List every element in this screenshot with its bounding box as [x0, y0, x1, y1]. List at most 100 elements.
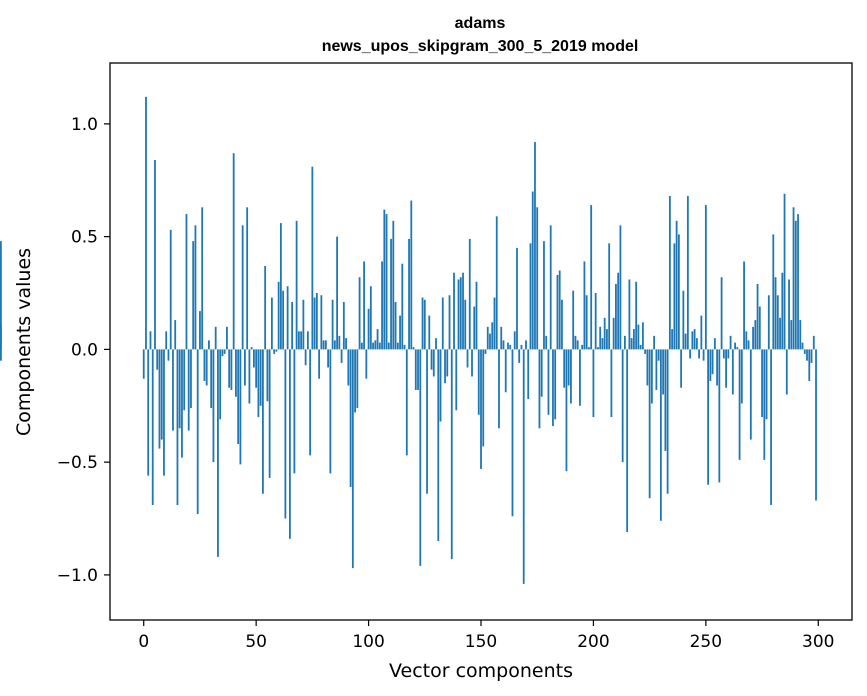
bar	[448, 295, 451, 350]
bar	[491, 322, 494, 350]
bar	[752, 326, 754, 350]
y-tick-label: 0.5	[71, 228, 98, 248]
bar	[738, 349, 741, 460]
bar	[511, 349, 514, 517]
bar	[776, 295, 779, 350]
bar	[203, 349, 206, 381]
bar	[387, 342, 390, 350]
bar	[547, 349, 550, 415]
bar	[311, 166, 314, 350]
bar	[664, 349, 667, 451]
bar	[154, 159, 156, 350]
bar	[345, 338, 347, 350]
bar	[199, 311, 201, 350]
bar	[498, 349, 500, 429]
bar	[637, 324, 640, 350]
bar	[552, 349, 554, 427]
bar	[446, 349, 449, 377]
bar	[244, 349, 246, 386]
bar	[585, 295, 588, 350]
bar	[351, 349, 354, 569]
bar	[781, 272, 784, 350]
bar	[165, 331, 168, 350]
bar	[441, 297, 444, 350]
bar	[583, 261, 586, 350]
bar	[610, 349, 613, 418]
bar	[419, 349, 422, 566]
bar	[340, 349, 343, 363]
bar	[597, 347, 599, 350]
bar	[612, 317, 615, 350]
bar	[187, 349, 190, 431]
bar	[543, 241, 545, 350]
bar	[518, 349, 521, 363]
bar	[268, 349, 271, 478]
bar	[266, 349, 269, 402]
bar	[0, 241, 2, 350]
bar	[720, 277, 723, 350]
bar	[219, 349, 222, 420]
bar	[558, 270, 561, 350]
bar	[264, 265, 267, 350]
bar	[619, 225, 622, 350]
bar	[695, 338, 698, 350]
bar	[163, 349, 165, 476]
bar	[489, 333, 491, 350]
bar	[806, 349, 808, 361]
bar	[682, 290, 685, 350]
bar	[169, 229, 172, 350]
chart-title: adams	[455, 15, 506, 32]
bar	[174, 320, 177, 350]
bar	[650, 349, 653, 404]
bar	[684, 333, 687, 350]
bar	[0, 324, 2, 350]
bar	[561, 299, 563, 350]
bar	[181, 349, 183, 458]
bar	[779, 317, 781, 350]
bar	[608, 243, 611, 350]
bar	[606, 329, 608, 350]
bar	[644, 349, 647, 354]
bar	[763, 349, 766, 460]
bar	[689, 349, 692, 359]
bar	[588, 347, 590, 350]
bar	[421, 297, 424, 350]
bar	[0, 349, 2, 361]
y-axis-label: Components values	[13, 248, 35, 436]
bar	[500, 326, 503, 350]
bar	[183, 349, 186, 411]
bar	[142, 349, 145, 379]
bar	[342, 302, 345, 350]
bar	[223, 349, 226, 354]
bar	[659, 349, 662, 521]
bar	[235, 349, 237, 397]
bar	[423, 299, 426, 350]
bar	[482, 349, 485, 447]
bar	[158, 349, 161, 449]
bar	[531, 191, 534, 350]
bar	[540, 349, 543, 397]
bar	[516, 247, 518, 350]
bar	[190, 349, 192, 409]
bar	[320, 295, 323, 350]
bar	[504, 349, 507, 393]
bar	[313, 297, 316, 350]
bar	[390, 238, 392, 350]
bar	[417, 349, 419, 390]
bar	[673, 243, 676, 350]
bar	[208, 340, 210, 350]
bar	[253, 349, 255, 368]
bar	[399, 315, 401, 350]
bar	[176, 349, 179, 505]
bar	[799, 320, 802, 350]
bar	[641, 322, 644, 350]
bar	[464, 299, 467, 350]
bar	[655, 349, 658, 390]
bar	[295, 220, 298, 350]
bar	[205, 349, 208, 386]
bar	[736, 347, 739, 350]
bar	[172, 349, 174, 431]
bar	[324, 340, 327, 350]
bar	[576, 340, 579, 350]
x-tick-label: 0	[138, 632, 149, 652]
